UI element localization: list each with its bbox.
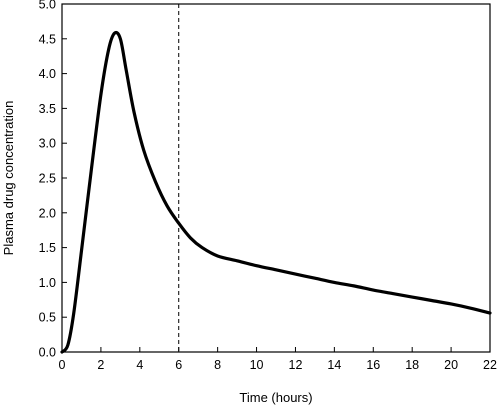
- y-tick-label: 2.0: [39, 206, 56, 220]
- x-tick-label: 6: [175, 358, 182, 372]
- series-layer: [60, 30, 492, 354]
- x-tick-label: 10: [250, 358, 264, 372]
- y-axis-title: Plasma drug concentration: [1, 101, 16, 256]
- x-tick-label: 2: [97, 358, 104, 372]
- y-tick-label: 3.5: [39, 102, 56, 116]
- x-axis-title: Time (hours): [239, 390, 312, 405]
- y-tick-label: 1.5: [39, 241, 56, 255]
- y-tick-label: 5.0: [39, 0, 56, 12]
- x-tick-label: 0: [59, 358, 66, 372]
- y-tick-label: 4.0: [39, 67, 56, 81]
- y-tick-label: 0.5: [39, 311, 56, 325]
- x-tick-label: 16: [366, 358, 380, 372]
- y-tick-label: 3.0: [39, 137, 56, 151]
- y-tick-label: 4.5: [39, 32, 56, 46]
- x-tick-label: 14: [327, 358, 341, 372]
- x-tick-label: 20: [444, 358, 458, 372]
- concentration-curve: [60, 30, 492, 354]
- x-axis: 0 2 4 6 8 10 12 14 16 18 20 22: [59, 347, 497, 372]
- x-tick-label: 8: [214, 358, 221, 372]
- y-axis: 0.0 0.5 1.0 1.5 2.0 2.5 3.0 3.5 4.0 4.5 5.0: [39, 0, 67, 360]
- x-tick-label: 4: [136, 358, 143, 372]
- x-tick-label: 18: [405, 358, 419, 372]
- x-tick-label: 12: [289, 358, 303, 372]
- y-tick-label: 1.0: [39, 276, 56, 290]
- y-tick-label: 0.0: [39, 346, 56, 360]
- x-tick-label: 22: [483, 358, 497, 372]
- y-tick-label: 2.5: [39, 172, 56, 186]
